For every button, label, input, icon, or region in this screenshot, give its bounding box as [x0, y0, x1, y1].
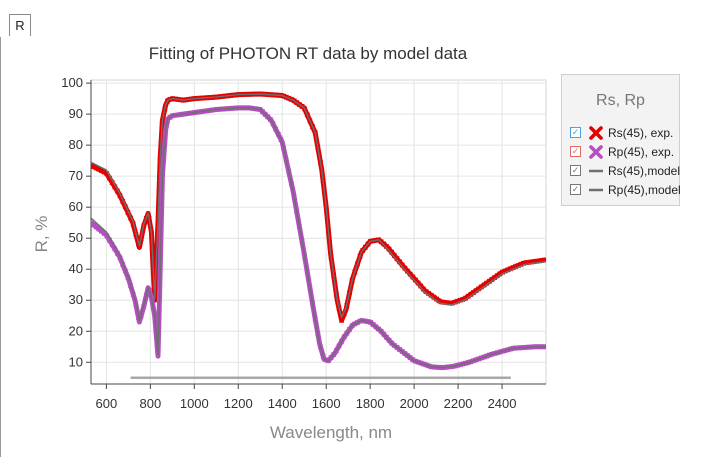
- y-tick-label: 30: [69, 292, 83, 307]
- x-tick-label: 2200: [444, 396, 473, 411]
- tab-strip: R: [0, 0, 701, 38]
- legend-checkbox-icon[interactable]: ✓: [570, 184, 581, 195]
- gray-line-icon: [589, 169, 603, 173]
- gray-line-icon: [589, 188, 603, 192]
- legend-item-rp-model[interactable]: ✓ Rp(45),model: [570, 182, 681, 198]
- x-tick-label: 600: [96, 396, 118, 411]
- series-3: [91, 107, 546, 369]
- legend-label-rp-model: Rp(45),model: [608, 183, 681, 197]
- chart-svg: Fitting of PHOTON RT data by model data …: [32, 44, 547, 442]
- data-point-marker: [98, 167, 105, 174]
- chart-panel: Fitting of PHOTON RT data by model data …: [0, 37, 701, 457]
- legend-label-rs-exp: Rs(45), exp.: [608, 126, 674, 140]
- data-point-marker: [91, 162, 94, 168]
- legend-label-rs-model: Rs(45),model: [608, 164, 681, 178]
- y-tick-label: 60: [69, 199, 83, 214]
- y-axis-title: R, %: [32, 216, 51, 253]
- x-tick-label: 1000: [180, 396, 209, 411]
- x-tick-label: 1600: [312, 396, 341, 411]
- legend-title: Rs, Rp: [596, 92, 645, 109]
- legend-item-rp-exp[interactable]: ✓ Rp(45), exp.: [570, 144, 678, 160]
- legend-item-rs-model[interactable]: ✓ Rs(45),model: [570, 163, 681, 179]
- x-tick-label: 2000: [400, 396, 429, 411]
- x-tick-label: 2400: [488, 396, 517, 411]
- y-tick-label: 70: [69, 168, 83, 183]
- y-tick-label: 90: [69, 106, 83, 121]
- legend-label-rp-exp: Rp(45), exp.: [608, 145, 675, 159]
- x-tick-label: 1800: [356, 396, 385, 411]
- y-tick-label: 80: [69, 137, 83, 152]
- red-x-icon: [589, 126, 603, 140]
- legend-checkbox-icon[interactable]: ✓: [570, 165, 581, 176]
- y-tick-label: 40: [69, 261, 83, 276]
- legend-checkbox-icon[interactable]: ✓: [570, 127, 581, 138]
- chart-title: Fitting of PHOTON RT data by model data: [149, 44, 468, 63]
- x-tick-label: 800: [139, 396, 161, 411]
- model-line: [91, 107, 546, 369]
- data-point-marker: [91, 164, 97, 170]
- purple-x-icon: [589, 145, 603, 159]
- series-2: [91, 93, 546, 318]
- y-tick-label: 20: [69, 323, 83, 338]
- y-tick-label: 100: [61, 75, 83, 90]
- model-line: [91, 93, 546, 318]
- x-tick-label: 1200: [224, 396, 253, 411]
- tab-r[interactable]: R: [9, 14, 31, 36]
- data-point-marker: [338, 317, 345, 324]
- data-point-marker: [93, 165, 99, 171]
- data-point-marker: [497, 271, 503, 277]
- data-point-marker: [96, 166, 102, 172]
- legend-checkbox-icon[interactable]: ✓: [570, 146, 581, 157]
- legend: Rs, Rp ✓ Rs(45), exp. ✓ Rp(45), exp. ✓ R…: [561, 74, 681, 206]
- x-tick-label: 1400: [268, 396, 297, 411]
- series-layer: [91, 91, 546, 380]
- y-tick-label: 50: [69, 230, 83, 245]
- legend-item-rs-exp[interactable]: ✓ Rs(45), exp.: [570, 125, 678, 141]
- axes: 600 800 1000 1200 1400 1600 1800 2000 2200 2400 10…: [61, 75, 546, 411]
- y-tick-label: 10: [69, 354, 83, 369]
- x-axis-title: Wavelength, nm: [270, 423, 392, 442]
